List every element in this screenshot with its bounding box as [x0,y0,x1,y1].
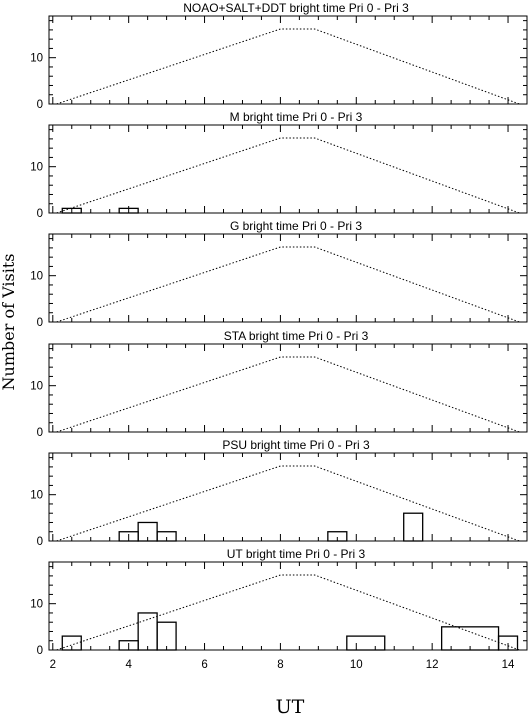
histogram-bin [156,621,177,651]
x-tick-label: 4 [125,659,132,671]
envelope-line [56,356,520,433]
plot-frame [48,233,528,323]
envelope-line [56,28,520,105]
histogram-bin [346,635,386,651]
panel-title: PSU bright time Pri 0 - Pri 3 [222,438,370,452]
panel-4: STA bright time Pri 0 - Pri 3 0 10 [30,329,528,439]
panel-2: M bright time Pri 0 - Pri 3 0 10 [30,110,528,220]
panel-1: NOAO+SALT+DDT bright time Pri 0 - Pri 3 0… [30,1,528,111]
y-tick-label: 0 [37,427,43,439]
histogram-bin [156,531,177,542]
y-tick-label: 0 [37,99,43,111]
histogram-bin [327,531,348,542]
plot-frame [48,561,528,651]
y-tick-label: 10 [30,271,43,283]
y-tick-label: 10 [30,599,43,611]
panel-title: NOAO+SALT+DDT bright time Pri 0 - Pri 3 [183,1,409,15]
panel-title: M bright time Pri 0 - Pri 3 [230,110,363,124]
y-axis-title: Number of Visits [0,254,18,391]
x-tick-label: 6 [201,659,207,671]
histogram-bin [137,612,158,651]
envelope-line [56,465,520,542]
x-axis-title: UT [276,696,305,716]
y-tick-label: 10 [30,162,43,174]
envelope-line [56,246,520,323]
y-tick-label: 0 [37,645,43,657]
y-tick-label: 0 [37,317,43,329]
y-tick-label: 10 [30,53,43,65]
plot-frame [48,124,528,214]
panel-title: UT bright time Pri 0 - Pri 3 [227,547,366,561]
y-tick-label: 10 [30,381,43,393]
envelope-line [56,137,520,214]
panel-title: G bright time Pri 0 - Pri 3 [230,219,362,233]
histogram-bin [118,207,139,214]
x-tick-label: 10 [350,659,363,671]
histogram-bin [403,512,424,542]
y-tick-label: 0 [37,208,43,220]
panels-group: NOAO+SALT+DDT bright time Pri 0 - Pri 3 0… [30,1,528,671]
histogram-bin [61,635,82,651]
x-tick-label: 12 [426,659,439,671]
panel-title: STA bright time Pri 0 - Pri 3 [224,329,369,343]
panel-5: PSU bright time Pri 0 - Pri 3 0 10 [30,438,528,548]
y-tick-label: 10 [30,490,43,502]
histogram-bin [497,635,519,651]
x-tick-label: 2 [50,659,56,671]
panel-3: G bright time Pri 0 - Pri 3 0 10 [30,219,528,329]
panel-6: UT bright time Pri 0 - Pri 3 0 10 2 4 6 8 10 12 1… [30,547,528,671]
envelope-line [56,574,520,651]
x-tick-label: 14 [502,659,515,671]
plot-frame [48,452,528,542]
x-tick-label: 8 [277,659,283,671]
y-tick-label: 0 [37,536,43,548]
plot-frame [48,15,528,105]
plot-frame [48,343,528,433]
histogram-bin [61,207,82,214]
